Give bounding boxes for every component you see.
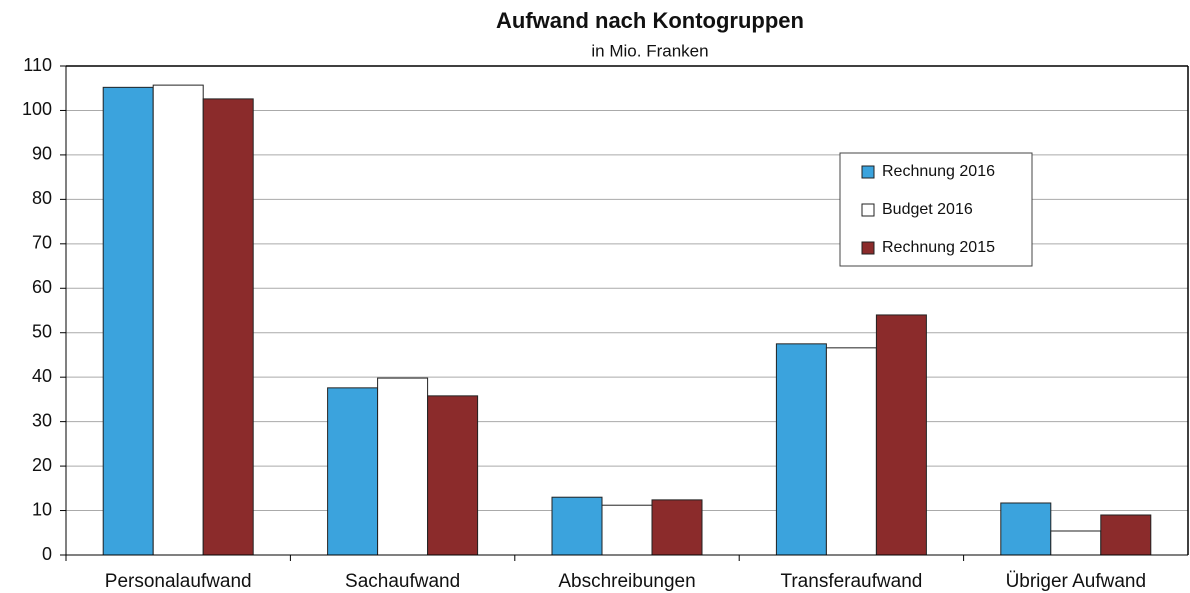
bar (427, 395, 479, 556)
x-tick-label: Transferaufwand (780, 571, 922, 592)
bar (651, 499, 703, 556)
bar (825, 347, 877, 556)
y-tick-label: 90 (32, 144, 52, 164)
bar (377, 377, 429, 556)
chart-title: Aufwand nach Kontogruppen (496, 8, 804, 33)
y-tick-label: 70 (32, 233, 52, 253)
x-tick-label: Abschreibungen (558, 571, 695, 592)
bar (152, 84, 204, 556)
y-tick-label: 80 (32, 188, 52, 208)
bar (601, 504, 653, 556)
y-tick-label: 60 (32, 277, 52, 297)
bar (875, 314, 927, 556)
chart-subtitle: in Mio. Franken (591, 41, 708, 60)
y-tick-label: 0 (42, 544, 52, 564)
bar (327, 387, 379, 556)
legend-swatch (861, 203, 875, 217)
y-tick-label: 100 (22, 99, 52, 119)
bar (775, 343, 827, 556)
y-tick-label: 110 (23, 55, 52, 75)
legend-label: Rechnung 2016 (882, 163, 995, 180)
y-tick-label: 30 (32, 410, 52, 430)
y-tick-label: 20 (32, 455, 52, 475)
y-tick-label: 40 (32, 366, 52, 386)
y-tick-label: 50 (32, 321, 52, 341)
bar (1000, 502, 1052, 556)
bar (1050, 530, 1102, 556)
x-tick-label: Sachaufwand (345, 571, 460, 592)
legend-label: Rechnung 2015 (882, 239, 995, 256)
legend-label: Budget 2016 (882, 201, 973, 218)
y-tick-label: 10 (32, 499, 52, 519)
x-tick-label: Übriger Aufwand (1006, 571, 1146, 592)
legend-swatch (861, 241, 875, 255)
bar (102, 86, 154, 556)
bar (202, 98, 254, 556)
bar (1100, 514, 1152, 556)
x-tick-label: Personalaufwand (105, 571, 252, 592)
bar (551, 496, 603, 556)
legend-swatch (861, 165, 875, 179)
